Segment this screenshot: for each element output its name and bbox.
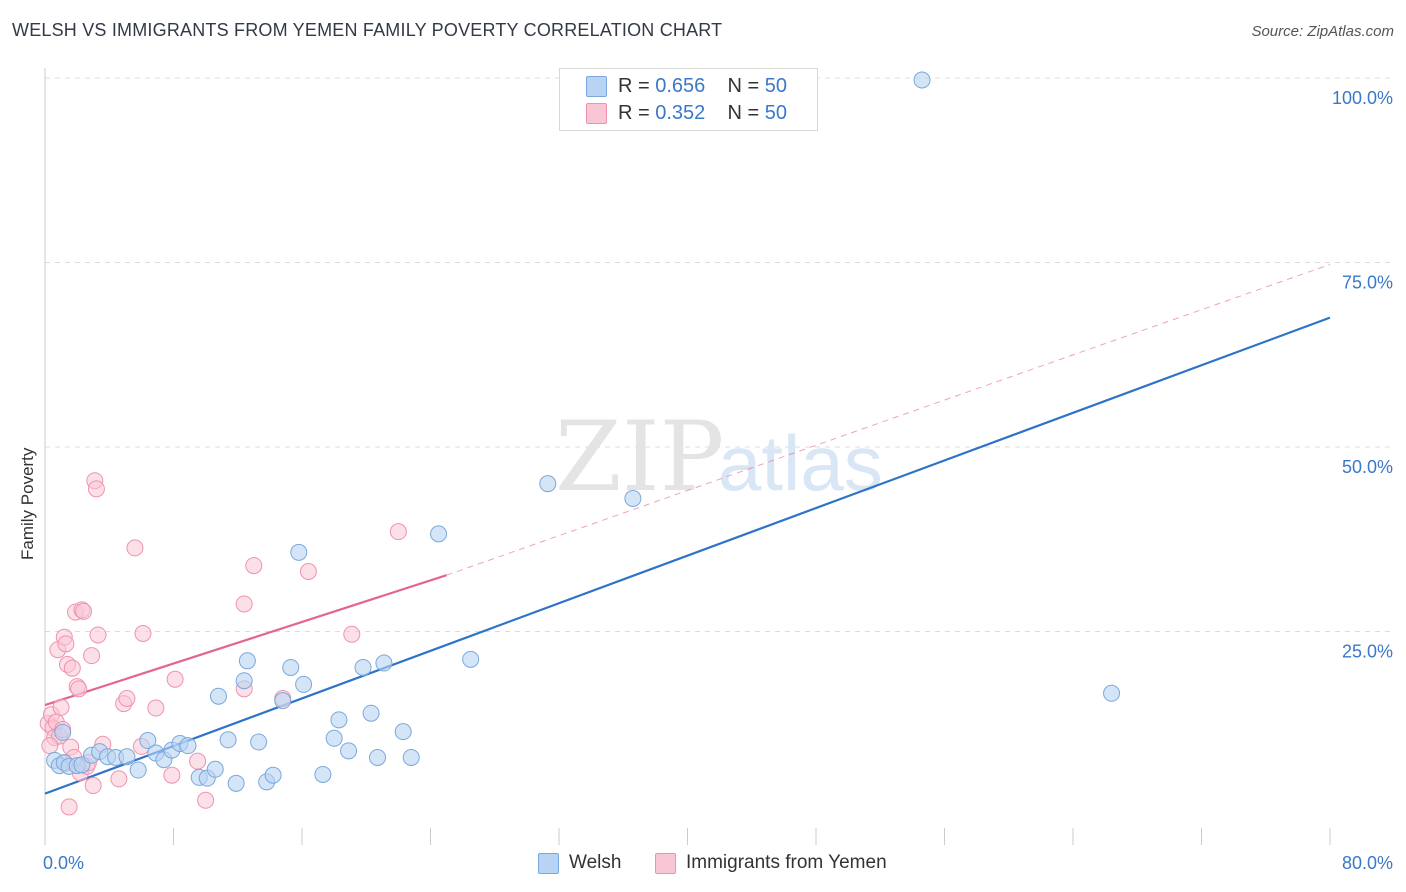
welsh-trend-line: [44, 316, 1331, 795]
welsh-point: [402, 748, 420, 766]
welsh-point: [1103, 684, 1121, 702]
yemen-legend-swatch: [655, 853, 676, 874]
yemen-n-value: 50: [764, 102, 788, 124]
yemen-trend-extension: [446, 264, 1331, 576]
yemen-point: [52, 698, 70, 716]
yemen-point: [70, 680, 88, 698]
yemen-point: [87, 480, 105, 498]
welsh-point: [250, 733, 268, 751]
yemen-point: [110, 770, 128, 788]
welsh-legend-label: Welsh: [569, 852, 622, 873]
yemen-point: [118, 689, 136, 707]
yemen-point: [343, 625, 361, 643]
yemen-r-label: R =: [618, 102, 656, 124]
welsh-swatch: [586, 76, 607, 97]
gridlines: [45, 77, 1395, 632]
welsh-point: [539, 475, 557, 493]
welsh-point: [206, 760, 224, 778]
source-credit: Source: ZipAtlas.com: [1251, 23, 1394, 40]
welsh-point: [340, 742, 358, 760]
welsh-point: [235, 672, 253, 690]
yemen-point: [60, 798, 78, 816]
correlation-legend: R = 0.656 N = 50 R = 0.352 N = 50: [559, 68, 818, 131]
welsh-point: [179, 737, 197, 755]
yemen-point: [189, 752, 207, 770]
yemen-legend-label: Immigrants from Yemen: [686, 852, 887, 873]
welsh-point: [209, 687, 227, 705]
yemen-point: [41, 737, 59, 755]
welsh-point: [624, 489, 642, 507]
welsh-legend-swatch: [538, 853, 559, 874]
welsh-point: [282, 658, 300, 676]
yemen-point: [299, 563, 317, 581]
welsh-point: [325, 729, 343, 747]
yemen-point: [245, 557, 263, 575]
yemen-point: [235, 595, 253, 613]
yemen-point: [197, 791, 215, 809]
welsh-point: [362, 704, 380, 722]
x-tick-label-max: 80.0%: [1342, 853, 1393, 873]
y-tick-label: 25.0%: [1342, 642, 1393, 662]
watermark-atlas: atlas: [718, 419, 883, 507]
yemen-swatch: [586, 103, 607, 124]
yemen-point: [166, 670, 184, 688]
welsh-point: [139, 732, 157, 750]
welsh-point: [913, 71, 931, 89]
y-axis-label: Family Poverty: [18, 447, 37, 560]
yemen-point: [89, 626, 107, 644]
data-points: [39, 71, 1121, 816]
welsh-r-value: 0.656: [655, 75, 706, 97]
welsh-point: [330, 711, 348, 729]
yemen-trend-line: [44, 574, 447, 707]
yemen-point: [63, 659, 81, 677]
welsh-point: [375, 654, 393, 672]
yemen-n-label: N =: [727, 102, 765, 124]
y-tick-label: 100.0%: [1332, 88, 1393, 108]
trend-lines: [44, 264, 1331, 795]
tick-labels: 25.0% 50.0% 75.0% 100.0% 0.0% 80.0%: [43, 88, 1393, 873]
welsh-point: [368, 748, 386, 766]
yemen-point: [83, 647, 101, 665]
welsh-point: [354, 658, 372, 676]
yemen-point: [163, 766, 181, 784]
welsh-point: [274, 692, 292, 710]
yemen-point: [134, 625, 152, 642]
chart-title: WELSH VS IMMIGRANTS FROM YEMEN FAMILY PO…: [12, 20, 723, 40]
yemen-point: [147, 699, 165, 717]
welsh-point: [295, 675, 313, 693]
welsh-point: [227, 774, 245, 792]
welsh-point: [129, 761, 147, 779]
yemen-point: [57, 635, 75, 653]
welsh-point: [394, 723, 412, 741]
welsh-point: [264, 766, 282, 784]
welsh-point: [118, 748, 136, 766]
yemen-point: [389, 523, 407, 541]
welsh-r-label: R =: [618, 75, 656, 97]
yemen-r-value: 0.352: [655, 102, 706, 124]
welsh-point: [54, 723, 72, 741]
welsh-point: [290, 543, 308, 561]
welsh-n-value: 50: [764, 75, 788, 97]
welsh-n-label: N =: [727, 75, 765, 97]
y-tick-label: 75.0%: [1342, 273, 1393, 293]
welsh-point: [219, 731, 237, 749]
y-tick-label: 50.0%: [1342, 457, 1393, 477]
yemen-point: [126, 539, 144, 557]
welsh-point: [238, 652, 256, 670]
yemen-point: [75, 602, 93, 620]
x-tick-label-min: 0.0%: [43, 853, 84, 873]
welsh-point: [314, 765, 332, 783]
welsh-point: [430, 525, 448, 543]
yemen-point: [84, 777, 102, 795]
welsh-point: [462, 650, 480, 668]
